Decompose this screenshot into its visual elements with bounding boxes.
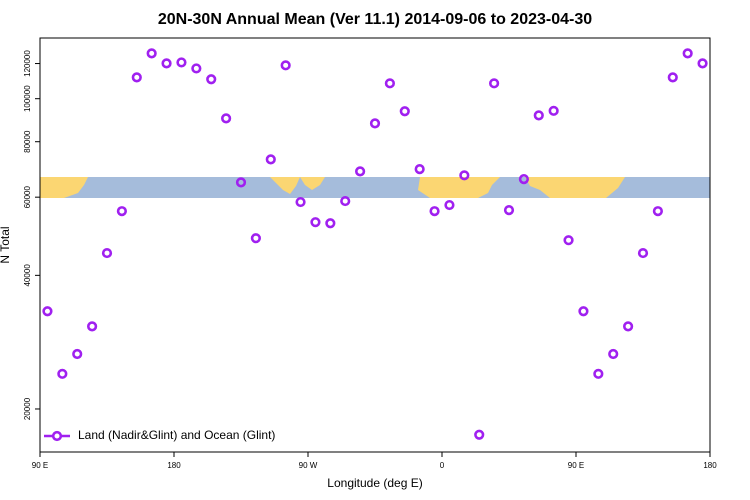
x-tick-label: 90 E [32, 461, 48, 470]
data-point [116, 206, 127, 217]
data-point [310, 217, 321, 228]
data-point [399, 106, 410, 117]
data-point [250, 233, 261, 244]
data-point [101, 247, 113, 259]
y-tick-label: 40000 [23, 264, 32, 287]
data-point [682, 48, 693, 59]
data-point [533, 110, 544, 121]
data-point [429, 206, 440, 217]
data-point [444, 199, 455, 211]
data-point [355, 166, 366, 177]
data-point [518, 173, 529, 185]
y-tick-label: 20000 [23, 397, 32, 420]
x-tick-label: 90 E [568, 461, 584, 470]
data-point [623, 321, 634, 332]
data-point [191, 63, 202, 74]
data-point [161, 58, 172, 69]
data-point [206, 74, 217, 85]
data-point [221, 113, 232, 124]
data-point [563, 235, 574, 246]
data-point [459, 170, 470, 181]
x-axis-label: Longitude (deg E) [327, 476, 422, 490]
data-point [578, 306, 589, 317]
x-tick-label: 180 [167, 461, 181, 470]
data-point [131, 72, 142, 83]
data-point [637, 247, 649, 259]
data-point [414, 164, 425, 175]
data-point [548, 105, 559, 116]
y-tick-label: 120000 [23, 50, 32, 77]
data-point [176, 57, 187, 68]
x-tick-label: 90 W [299, 461, 318, 470]
data-point [340, 195, 351, 207]
data-point [42, 306, 53, 317]
x-tick-label: 0 [440, 461, 445, 470]
plot-frame [39, 37, 711, 453]
data-point [384, 78, 395, 89]
data-point [503, 205, 515, 216]
data-point [280, 60, 291, 71]
x-tick-label: 180 [703, 461, 717, 470]
legend-label: Land (Nadir&Glint) and Ocean (Glint) [78, 428, 275, 442]
data-point [295, 196, 306, 208]
y-axis-label: N Total [0, 226, 12, 263]
y-tick-label: 60000 [23, 186, 32, 209]
y-tick-label: 80000 [23, 130, 32, 153]
map-strip [40, 177, 710, 198]
data-point [474, 429, 485, 440]
data-point [489, 78, 500, 89]
data-point [593, 368, 604, 379]
data-point [369, 118, 381, 129]
y-tick-label: 100000 [23, 85, 32, 112]
data-point [325, 218, 336, 229]
data-point [265, 154, 276, 165]
chart-title: 20N-30N Annual Mean (Ver 11.1) 2014-09-0… [158, 11, 592, 28]
data-point [608, 348, 619, 360]
data-point [652, 206, 663, 217]
legend-marker [51, 430, 63, 442]
data-point [235, 177, 247, 188]
data-point [667, 72, 678, 83]
data-point [87, 321, 98, 332]
data-point [146, 48, 157, 59]
data-point [72, 348, 83, 360]
data-point [697, 58, 708, 69]
data-point [57, 368, 68, 379]
